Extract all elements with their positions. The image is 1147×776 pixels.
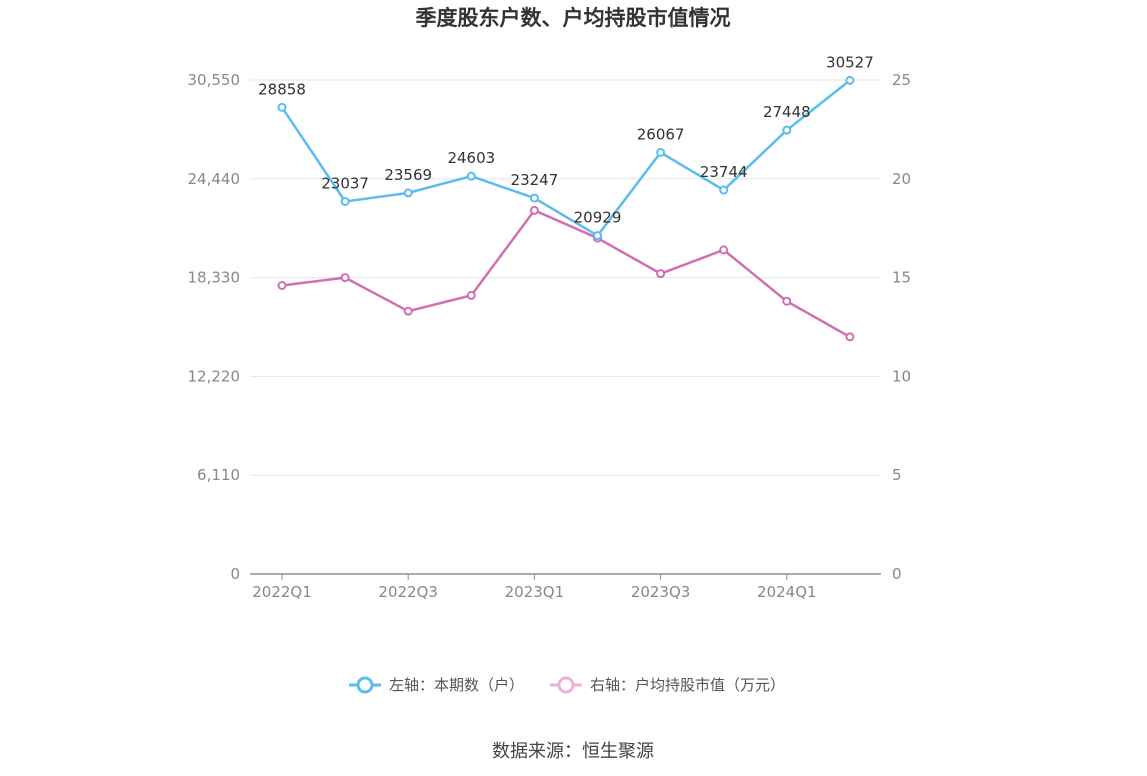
right-axis-tick-label: 20 bbox=[892, 170, 911, 188]
series-layer bbox=[277, 75, 855, 342]
x-axis-tick-label: 2023Q3 bbox=[631, 583, 691, 601]
series-line-left bbox=[280, 79, 851, 237]
data-point-left bbox=[403, 188, 413, 198]
data-label: 28858 bbox=[258, 80, 306, 98]
data-label: 20929 bbox=[574, 209, 622, 227]
data-point-right bbox=[656, 269, 666, 279]
grid bbox=[250, 79, 881, 476]
data-point-left bbox=[782, 125, 792, 135]
data-point-left bbox=[340, 196, 350, 206]
data-point-left bbox=[593, 231, 602, 241]
data-label: 24603 bbox=[447, 149, 495, 167]
left-axis-tick-label: 30,550 bbox=[188, 71, 241, 89]
legend-left-label: 左轴：本期数（户） bbox=[389, 676, 524, 694]
data-label: 23037 bbox=[321, 174, 369, 192]
legend-item-left[interactable]: 左轴：本期数（户） bbox=[349, 676, 524, 694]
data-point-left bbox=[719, 185, 729, 195]
data-point-right bbox=[845, 332, 855, 342]
left-axis-tick-label: 18,330 bbox=[188, 269, 241, 287]
right-axis-tick-label: 10 bbox=[892, 367, 911, 385]
legend-left-marker bbox=[356, 676, 374, 694]
legend-right-label: 右轴：户均持股市值（万元） bbox=[590, 676, 785, 694]
x-axis-tick-label: 2024Q1 bbox=[757, 583, 817, 601]
left-axis-tick-label: 24,440 bbox=[188, 170, 241, 188]
labels-layer: 28858 23037 23569 24603 23247 20929 26067 23744… bbox=[258, 53, 874, 226]
data-point-left bbox=[845, 75, 855, 85]
data-label: 30527 bbox=[826, 53, 874, 71]
legend-item-right[interactable]: 右轴：户均持股市值（万元） bbox=[550, 676, 785, 694]
series-line-right bbox=[281, 209, 851, 338]
data-source: 数据来源：恒生聚源 bbox=[492, 741, 654, 762]
data-point-right bbox=[782, 296, 792, 306]
data-point-right bbox=[277, 281, 287, 291]
legend-right-marker bbox=[557, 676, 575, 694]
data-point-left bbox=[277, 102, 287, 112]
data-point-right bbox=[719, 245, 729, 255]
left-axis-tick-label: 6,110 bbox=[197, 466, 240, 484]
legend[interactable]: 左轴：本期数（户） 右轴：户均持股市值（万元） bbox=[349, 676, 785, 694]
axes: 0 6,110 12,220 18,330 24,440 30,550 0 5 10 15 20 25… bbox=[188, 71, 912, 601]
data-point-left bbox=[529, 193, 539, 203]
data-point-left bbox=[656, 147, 666, 157]
right-axis-tick-label: 5 bbox=[892, 466, 902, 484]
chart-title: 季度股东户数、户均持股市值情况 bbox=[416, 6, 731, 30]
data-point-left bbox=[466, 171, 476, 181]
x-axis-tick-label: 2022Q1 bbox=[252, 583, 312, 601]
right-axis-tick-label: 0 bbox=[892, 565, 902, 583]
data-label: 26067 bbox=[637, 125, 685, 143]
data-label: 23569 bbox=[384, 166, 432, 184]
right-axis-tick-label: 15 bbox=[892, 269, 911, 287]
data-point-right bbox=[529, 205, 539, 215]
right-axis-tick-label: 25 bbox=[892, 71, 911, 89]
left-axis-tick-label: 12,220 bbox=[188, 367, 241, 385]
left-axis-tick-label: 0 bbox=[230, 565, 240, 583]
data-point-right bbox=[403, 306, 413, 316]
data-point-right bbox=[340, 273, 350, 283]
data-label: 23744 bbox=[700, 163, 748, 181]
data-label: 23247 bbox=[511, 171, 559, 189]
data-label: 27448 bbox=[763, 103, 811, 121]
x-axis-tick-label: 2022Q3 bbox=[378, 583, 438, 601]
data-point-right bbox=[466, 290, 476, 300]
x-axis-tick-label: 2023Q1 bbox=[505, 583, 565, 601]
